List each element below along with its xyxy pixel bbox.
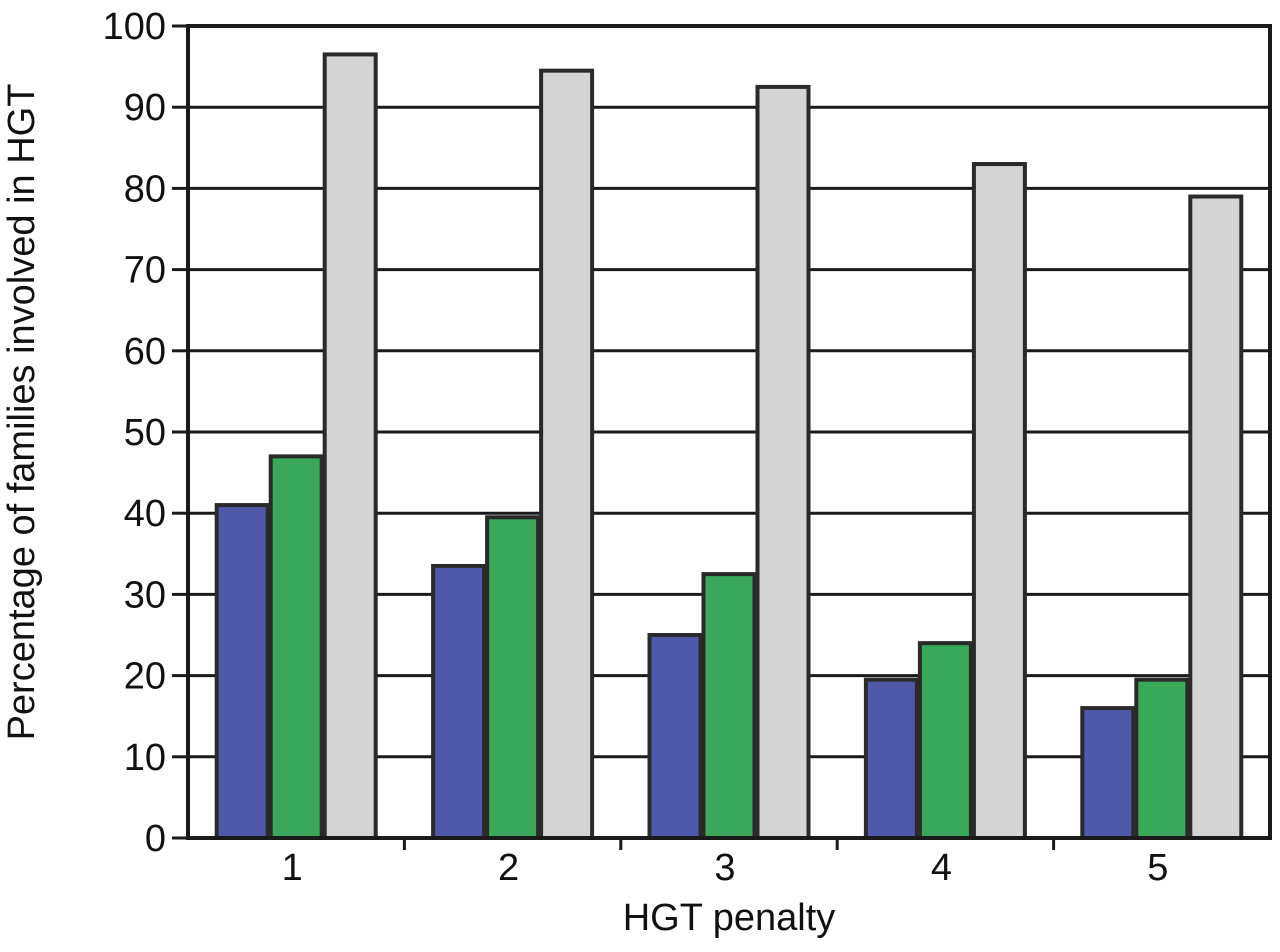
- x-tick-label: 5: [1147, 847, 1168, 889]
- y-tick-label: 0: [145, 818, 166, 860]
- x-tick-label: 3: [714, 847, 735, 889]
- bars: [214, 52, 1244, 841]
- y-tick-labels: 0 10 20 30 40 50 60 70 80 90 100: [103, 6, 188, 860]
- bar-series-2-penalty-3: [701, 572, 757, 840]
- x-axis-title: HGT penalty: [623, 897, 836, 939]
- y-tick-label: 30: [124, 574, 166, 616]
- y-tick-label: 70: [124, 250, 166, 292]
- bar-series-3-penalty-5: [1188, 194, 1244, 840]
- y-tick-label: 80: [124, 168, 166, 210]
- bar-series-3-penalty-1: [322, 52, 378, 841]
- x-tick-labels: 1 2 3 4 5: [282, 838, 1168, 889]
- bar-series-1-penalty-3: [647, 633, 703, 840]
- x-tick-label: 1: [282, 847, 303, 889]
- y-tick-label: 20: [124, 656, 166, 698]
- x-tick-label: 4: [931, 847, 952, 889]
- y-tick-label: 100: [103, 6, 166, 48]
- x-tick-label: 2: [498, 847, 519, 889]
- y-tick-label: 10: [124, 737, 166, 779]
- bar-series-1-penalty-4: [863, 677, 919, 840]
- y-tick-label: 50: [124, 412, 166, 454]
- bar-series-2-penalty-2: [485, 515, 541, 840]
- bar-series-3-penalty-4: [971, 162, 1027, 841]
- y-tick-label: 60: [124, 331, 166, 373]
- bar-series-1-penalty-2: [431, 563, 487, 840]
- y-axis-title: Percentage of families involved in HGT: [1, 84, 43, 741]
- bar-series-1-penalty-5: [1080, 706, 1136, 841]
- bar-series-3-penalty-2: [539, 68, 595, 841]
- y-tick-label: 90: [124, 87, 166, 129]
- bar-series-3-penalty-3: [755, 84, 811, 840]
- bar-series-2-penalty-1: [268, 454, 324, 840]
- y-tick-label: 40: [124, 493, 166, 535]
- bar-series-2-penalty-5: [1134, 677, 1190, 840]
- bar-series-2-penalty-4: [917, 641, 973, 840]
- bar-series-1-penalty-1: [214, 503, 270, 840]
